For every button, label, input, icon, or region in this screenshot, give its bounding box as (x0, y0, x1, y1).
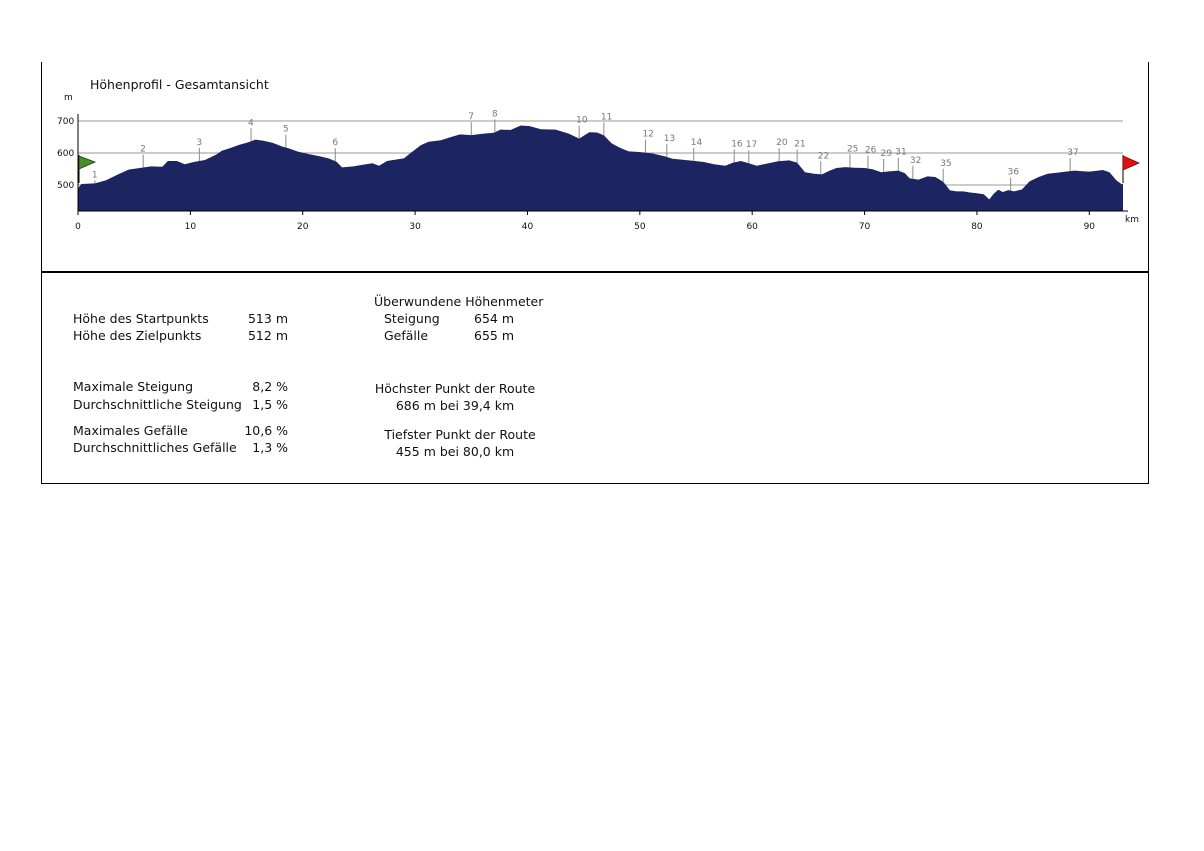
x-tick-label: 70 (859, 222, 871, 232)
avg-descent-label: Durchschnittliches Gefälle (73, 440, 237, 455)
start-height-label: Höhe des Startpunkts (73, 311, 209, 326)
start-height-value: 513 m (247, 311, 288, 326)
waypoint-label: 29 (881, 149, 893, 159)
max-climb-value: 8,2 % (252, 379, 288, 394)
y-tick-label: 600 (57, 149, 74, 159)
x-tick-label: 30 (409, 222, 421, 232)
chart-panel (41, 62, 1149, 273)
waypoint-label: 25 (847, 144, 858, 154)
x-tick-label: 40 (522, 222, 534, 232)
waypoint-label: 37 (1067, 148, 1078, 158)
waypoint-label: 11 (601, 112, 612, 122)
waypoint-label: 16 (731, 139, 743, 149)
waypoint-label: 17 (746, 140, 757, 150)
y-axis-label: m (64, 93, 73, 103)
x-tick-label: 0 (75, 222, 81, 232)
waypoint-label: 3 (196, 138, 202, 148)
waypoint-label: 31 (895, 148, 906, 158)
avg-descent-value: 1,3 % (252, 440, 288, 455)
stats-panel (41, 272, 1149, 484)
waypoint-label: 1 (92, 170, 98, 180)
waypoint-label: 13 (664, 134, 675, 144)
waypoint-label: 14 (691, 138, 703, 148)
end-flag-icon (1122, 155, 1140, 171)
axis-layer: 500 600 700 0 10 20 30 40 50 60 70 80 90 (57, 114, 1128, 232)
descent-label: Gefälle (384, 328, 429, 343)
x-tick-label: 90 (1084, 222, 1096, 232)
ascent-label: Steigung (384, 311, 440, 326)
waypoint-label: 12 (642, 130, 653, 140)
waypoint-label: 4 (248, 118, 254, 128)
profile-area-layer (78, 125, 1123, 211)
avg-climb-label: Durchschnittliche Steigung (73, 397, 242, 412)
lowest-point-value: 455 m bei 80,0 km (395, 444, 515, 459)
flag-layer (78, 155, 1140, 183)
x-tick-label: 60 (746, 222, 758, 232)
x-tick-label: 50 (634, 222, 646, 232)
waypoint-label: 10 (576, 116, 588, 126)
waypoint-label: 21 (794, 140, 805, 150)
max-descent-value: 10,6 % (244, 423, 288, 438)
y-tick-label: 700 (57, 117, 74, 127)
waypoint-label: 6 (332, 138, 338, 148)
waypoint-label: 22 (818, 151, 829, 161)
elevation-profile-chart: Höhenprofil - Gesamtansicht m km 1234567… (57, 77, 1140, 232)
descent-value: 655 m (474, 328, 515, 343)
waypoint-label: 35 (940, 159, 951, 169)
ascent-value: 654 m (474, 311, 515, 326)
lowest-point-heading: Tiefster Punkt der Route (384, 427, 536, 442)
waypoint-label: 5 (283, 125, 289, 135)
x-axis-label: km (1125, 215, 1139, 225)
start-flag-icon (78, 155, 97, 170)
end-height-value: 512 m (247, 328, 288, 343)
x-tick-label: 20 (297, 222, 309, 232)
chart-title: Höhenprofil - Gesamtansicht (90, 77, 269, 92)
elevation-area (78, 125, 1123, 211)
waypoint-label: 2 (140, 145, 146, 155)
x-tick-label: 10 (185, 222, 197, 232)
waypoint-label: 36 (1008, 168, 1020, 178)
avg-climb-value: 1,5 % (252, 397, 288, 412)
waypoint-label: 20 (776, 138, 788, 148)
max-climb-label: Maximale Steigung (73, 379, 194, 394)
waypoint-label: 7 (468, 112, 474, 122)
end-height-label: Höhe des Zielpunkts (73, 328, 202, 343)
highest-point-heading: Höchster Punkt der Route (374, 381, 536, 396)
waypoint-label: 32 (910, 156, 921, 166)
elevation-gain-heading: Überwundene Höhenmeter (374, 294, 544, 309)
max-descent-label: Maximales Gefälle (73, 423, 188, 438)
waypoint-label: 26 (865, 146, 877, 156)
waypoint-label: 8 (492, 109, 498, 119)
highest-point-value: 686 m bei 39,4 km (395, 398, 515, 413)
x-tick-label: 80 (971, 222, 983, 232)
y-tick-label: 500 (57, 181, 74, 191)
